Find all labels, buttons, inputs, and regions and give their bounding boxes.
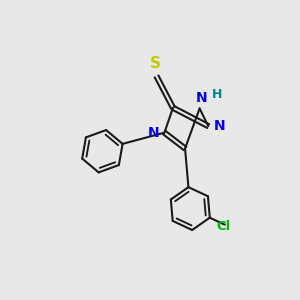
Text: Cl: Cl — [216, 220, 230, 233]
Text: N: N — [195, 91, 207, 105]
Text: H: H — [212, 88, 222, 101]
Text: N: N — [214, 118, 225, 133]
Text: N: N — [148, 126, 160, 140]
Text: S: S — [150, 56, 160, 71]
